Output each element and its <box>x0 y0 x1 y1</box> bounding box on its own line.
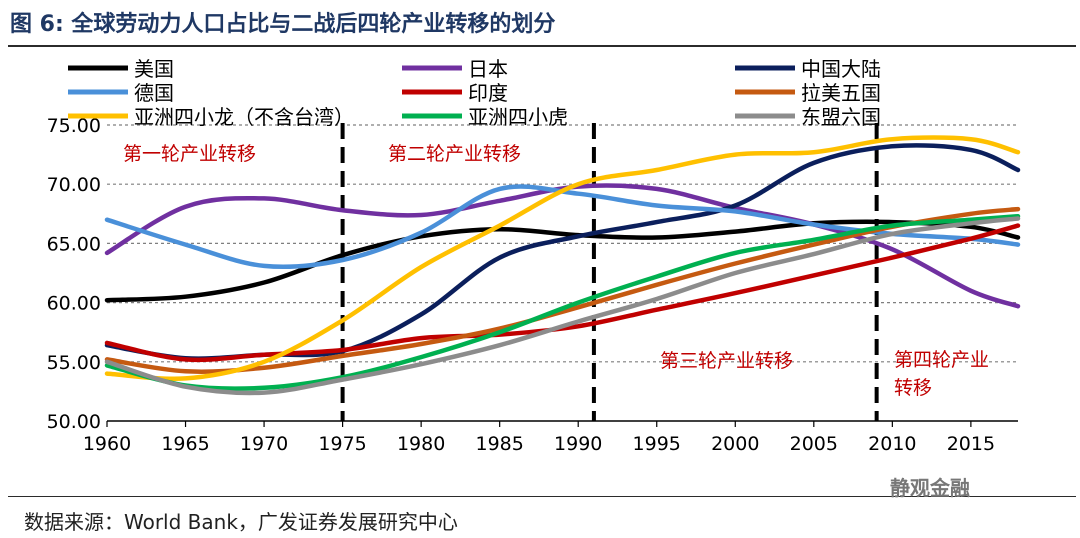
x-tick-label: 1970 <box>240 433 288 455</box>
x-tick-label: 2005 <box>790 433 838 455</box>
series-line-7 <box>104 213 1021 391</box>
y-tick-label: 60.00 <box>47 293 101 315</box>
legend-label-5: 拉美五国 <box>801 81 881 105</box>
annotation-phase4-line1: 第四轮产业 <box>894 349 989 371</box>
annotation-phase1: 第一轮产业转移 <box>123 143 256 165</box>
series-group <box>104 135 1021 396</box>
legend-label-0: 美国 <box>134 57 174 81</box>
source-rule <box>8 496 1076 497</box>
x-tick-label: 1990 <box>554 433 602 455</box>
x-tick-label: 1995 <box>633 433 681 455</box>
annotation-phase4-line2: 转移 <box>894 377 932 399</box>
legend-label-1: 日本 <box>468 57 508 81</box>
legend-label-3: 德国 <box>134 81 174 105</box>
x-tick-label: 1965 <box>161 433 209 455</box>
y-tick-label: 55.00 <box>47 352 101 374</box>
series-line-6 <box>104 135 1021 382</box>
x-tick-label: 2015 <box>947 433 995 455</box>
y-tick-label: 50.00 <box>47 411 101 433</box>
x-tick-label: 2010 <box>868 433 916 455</box>
y-tick-label: 75.00 <box>47 115 101 137</box>
legend-label-2: 中国大陆 <box>801 57 881 81</box>
chart-title: 图 6: 全球劳动力人口占比与二战后四轮产业转移的划分 <box>10 12 556 37</box>
x-tick-label: 1975 <box>318 433 366 455</box>
legend-label-7: 亚洲四小虎 <box>468 105 568 129</box>
watermark: 静观金融 <box>890 476 970 500</box>
x-tick-label: 1960 <box>83 433 131 455</box>
annotation-phase3: 第三轮产业转移 <box>660 350 793 372</box>
title-rule <box>8 45 1076 47</box>
axes: 50.00 55.00 60.00 65.00 70.00 75.00 1960 1965 19… <box>47 115 1018 455</box>
legend-label-6: 亚洲四小龙（不含台湾） <box>134 105 354 129</box>
series-line-1 <box>104 183 1021 309</box>
source-note: 数据来源：World Bank，广发证券发展研究中心 <box>24 510 458 534</box>
transition-lines <box>340 123 879 421</box>
x-tick-label: 2000 <box>711 433 759 455</box>
y-tick-label: 65.00 <box>47 233 101 255</box>
x-tick-label: 1985 <box>475 433 523 455</box>
annotation-phase2: 第二轮产业转移 <box>388 143 521 165</box>
y-tick-label: 70.00 <box>47 174 101 196</box>
legend-label-4: 印度 <box>468 81 508 105</box>
legend-label-8: 东盟六国 <box>801 105 881 129</box>
series-line-8 <box>104 216 1021 396</box>
x-tick-label: 1980 <box>397 433 445 455</box>
series-line-4 <box>104 223 1021 363</box>
